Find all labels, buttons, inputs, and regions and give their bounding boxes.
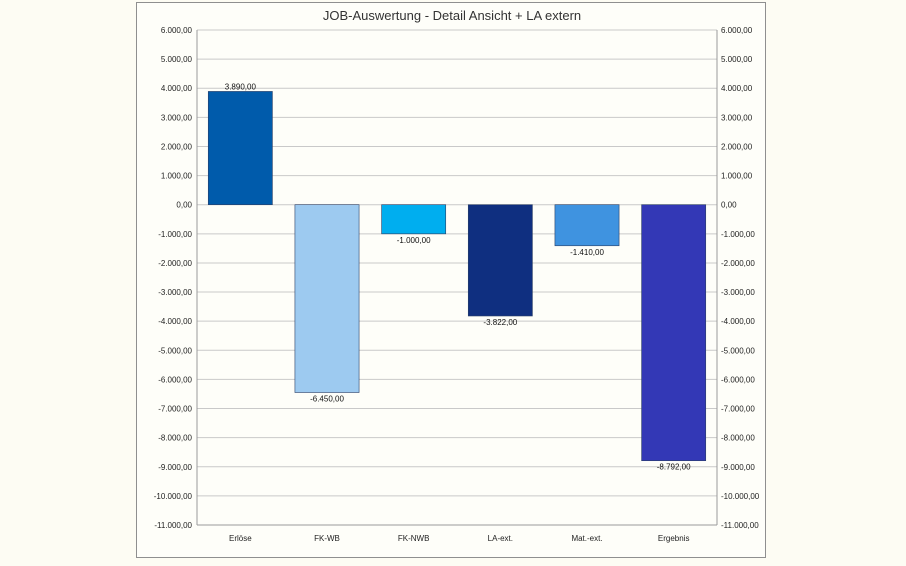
y-tick-label-right: 2.000,00 (721, 142, 753, 151)
y-tick-label-right: 3.000,00 (721, 113, 753, 122)
y-tick-label-right: 5.000,00 (721, 55, 753, 64)
category-label: Erlöse (229, 534, 252, 543)
y-tick-label-right: -4.000,00 (721, 317, 755, 326)
y-axis-left: 6.000,00 5.000,00 4.000,00 3.000,00 2.000,00… (154, 26, 198, 530)
y-tick-label-left: -5.000,00 (158, 346, 192, 355)
data-label: -3.822,00 (483, 318, 517, 327)
y-tick-label-left: -4.000,00 (158, 317, 192, 326)
data-label: 3.890,00 (225, 82, 257, 91)
y-tick-label-right: -6.000,00 (721, 375, 755, 384)
data-labels: 3.890,00 -6.450,00 -1.000,00 -3.822,00 -1.41… (225, 82, 691, 471)
y-tick-label-left: -1.000,00 (158, 230, 192, 239)
y-tick-label-right: -1.000,00 (721, 230, 755, 239)
y-tick-label-left: 3.000,00 (161, 113, 193, 122)
y-tick-label-left: 2.000,00 (161, 142, 193, 151)
bars (207, 91, 707, 462)
y-tick-label-right: -7.000,00 (721, 405, 755, 414)
bar (554, 204, 620, 247)
category-label: Mat.-ext. (571, 534, 602, 543)
data-label: -1.000,00 (397, 236, 431, 245)
y-tick-label-right: -3.000,00 (721, 288, 755, 297)
category-label: FK-NWB (398, 534, 430, 543)
category-label: FK-WB (314, 534, 340, 543)
y-tick-label-left: -8.000,00 (158, 434, 192, 443)
y-tick-label-right: 4.000,00 (721, 84, 753, 93)
y-tick-label-left: -2.000,00 (158, 259, 192, 268)
gridlines (197, 29, 717, 526)
data-label: -6.450,00 (310, 395, 344, 404)
y-tick-label-left: 1.000,00 (161, 172, 193, 181)
y-tick-label-left: -3.000,00 (158, 288, 192, 297)
y-tick-label-left: -11.000,00 (154, 521, 192, 530)
y-tick-label-left: 4.000,00 (161, 84, 193, 93)
y-tick-label-left: -10.000,00 (154, 492, 193, 501)
y-tick-label-left: 6.000,00 (161, 26, 193, 35)
data-label: -1.410,00 (570, 248, 604, 257)
y-tick-label-left: -6.000,00 (158, 375, 192, 384)
y-axis-right: 6.000,00 5.000,00 4.000,00 3.000,00 2.000,00… (716, 26, 760, 530)
bar (207, 91, 273, 206)
y-tick-label-left: 0,00 (176, 201, 192, 210)
y-tick-label-right: -2.000,00 (721, 259, 755, 268)
y-tick-label-right: -5.000,00 (721, 346, 755, 355)
y-tick-label-left: -7.000,00 (158, 405, 192, 414)
y-tick-label-right: -9.000,00 (721, 463, 755, 472)
bar (294, 204, 360, 393)
bar (381, 204, 447, 235)
y-tick-label-left: 5.000,00 (161, 55, 193, 64)
y-tick-label-right: 6.000,00 (721, 26, 753, 35)
y-tick-label-right: -8.000,00 (721, 434, 755, 443)
chart-title: JOB-Auswertung - Detail Ansicht + LA ext… (323, 8, 581, 23)
y-tick-label-right: 0,00 (721, 201, 737, 210)
category-label: LA-ext. (488, 534, 513, 543)
bar (641, 204, 707, 462)
category-label: Ergebnis (658, 534, 690, 543)
chart-frame: JOB-Auswertung - Detail Ansicht + LA ext… (136, 2, 766, 558)
bar-chart: JOB-Auswertung - Detail Ansicht + LA ext… (154, 8, 760, 543)
x-axis-categories: Erlöse FK-WB FK-NWB LA-ext. Mat.-ext. Ergebni… (229, 534, 689, 543)
bar (467, 204, 533, 317)
y-tick-label-right: 1.000,00 (721, 172, 753, 181)
data-label: -8.792,00 (657, 463, 691, 472)
y-tick-label-right: -11.000,00 (721, 521, 759, 530)
y-tick-label-right: -10.000,00 (721, 492, 760, 501)
y-tick-label-left: -9.000,00 (158, 463, 192, 472)
